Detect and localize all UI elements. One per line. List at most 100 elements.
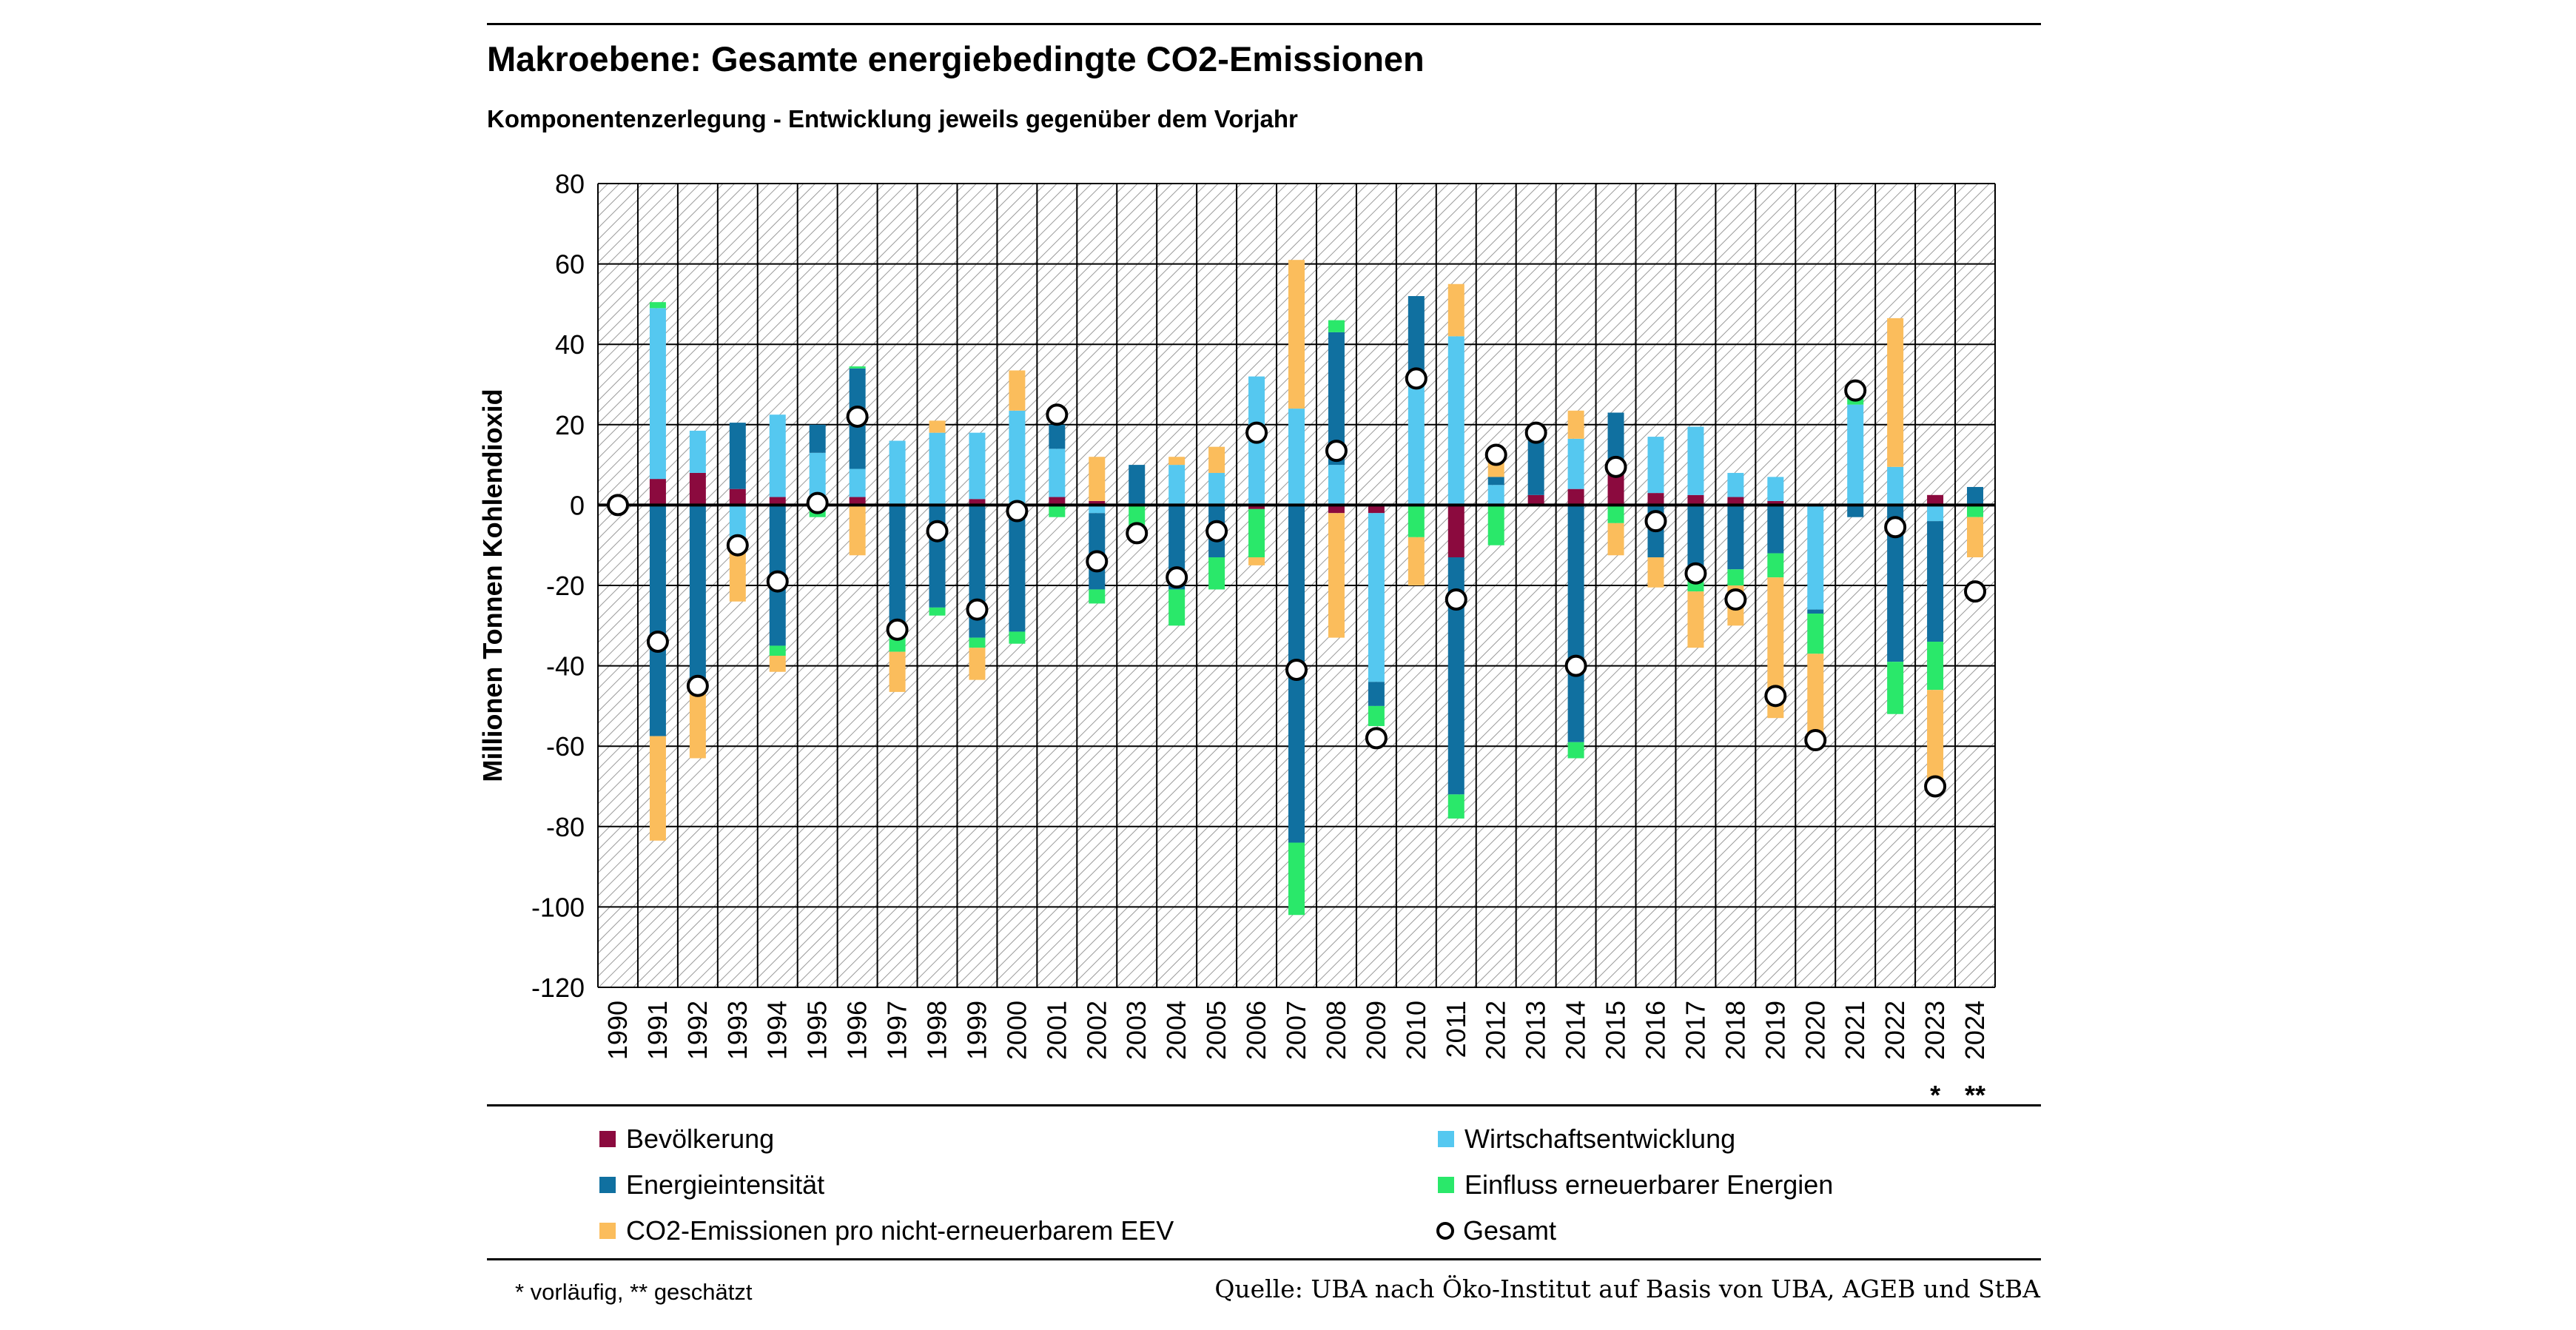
point-gesamt	[766, 570, 789, 593]
bar-erneuerbare	[1248, 508, 1265, 557]
bar-bevoelkerung	[969, 499, 986, 506]
bar-erneuerbare	[1567, 742, 1584, 759]
x-tick-label: 2006	[1241, 1001, 1271, 1060]
bar-wirtschaft	[1089, 505, 1106, 514]
bar-wirtschaft	[1767, 477, 1784, 501]
point-gesamt	[1405, 367, 1427, 390]
bar-bevoelkerung	[769, 497, 786, 506]
bar-co2_pro_eev	[1248, 557, 1265, 565]
chart-title: Makroebene: Gesamte energiebedingte CO2-…	[487, 39, 1425, 78]
legend-label-gesamt: Gesamt	[1463, 1215, 1557, 1246]
bar-bevoelkerung	[689, 472, 706, 506]
bar-erneuerbare	[1288, 842, 1305, 916]
bar-erneuerbare	[1408, 505, 1425, 537]
x-tick-label: 1999	[961, 1001, 992, 1060]
bar-energieintensitaet	[729, 423, 746, 489]
x-tick-label: 2020	[1800, 1001, 1830, 1060]
bar-erneuerbare	[1607, 505, 1624, 523]
point-gesamt	[1764, 685, 1787, 708]
bar-wirtschaft	[729, 505, 746, 537]
bar-wirtschaft	[809, 452, 826, 506]
bar-bevoelkerung	[1527, 494, 1544, 506]
bar-co2_pro_eev	[1767, 577, 1784, 719]
legend-top-rule	[487, 1104, 2041, 1106]
bar-erneuerbare	[1208, 557, 1225, 590]
bar-erneuerbare	[1368, 705, 1385, 727]
bar-energieintensitaet	[809, 424, 826, 453]
bar-erneuerbare	[1168, 589, 1186, 626]
y-tick-label: 80	[555, 169, 585, 199]
bar-wirtschaft	[1368, 513, 1385, 682]
bar-erneuerbare	[969, 637, 986, 648]
top-rule	[487, 23, 2041, 25]
bar-co2_pro_eev	[1687, 591, 1704, 648]
bar-erneuerbare	[1767, 553, 1784, 578]
bar-energieintensitaet	[1009, 505, 1026, 632]
x-tick-label: 1994	[762, 1001, 793, 1060]
bar-energieintensitaet	[1807, 609, 1824, 614]
legend-co2-pro-eev: CO2-Emissionen pro nicht-erneuerbarem EE…	[599, 1215, 1174, 1246]
bar-co2_pro_eev	[1447, 283, 1464, 337]
y-tick-label: 40	[555, 329, 585, 360]
bar-energieintensitaet	[1967, 486, 1984, 506]
x-tick-label: 2015	[1601, 1001, 1631, 1060]
bar-wirtschaft	[649, 308, 666, 480]
bar-erneuerbare	[1967, 505, 1984, 517]
bar-erneuerbare	[929, 607, 946, 616]
bar-wirtschaft	[1487, 485, 1504, 506]
bar-erneuerbare	[1328, 320, 1345, 332]
bar-bevoelkerung	[729, 488, 746, 506]
point-gesamt	[1844, 379, 1867, 402]
x-tick-label: 2019	[1760, 1001, 1790, 1060]
y-tick-label: 0	[570, 490, 585, 520]
bar-energieintensitaet	[1049, 424, 1066, 449]
bar-bevoelkerung	[1049, 497, 1066, 506]
x-tick-label: 1995	[802, 1001, 833, 1060]
bar-energieintensitaet	[1767, 505, 1784, 554]
point-gesamt	[1285, 659, 1308, 682]
point-gesamt	[846, 405, 869, 428]
y-tick-label: 20	[555, 410, 585, 440]
x-tick-label: 1998	[922, 1001, 952, 1060]
legend-bottom-rule	[487, 1258, 2041, 1260]
x-tick-label: 2012	[1481, 1001, 1511, 1060]
bar-erneuerbare	[769, 645, 786, 656]
x-tick-label: 2023	[1920, 1001, 1950, 1060]
legend-label-bevoelkerung: Bevölkerung	[626, 1124, 775, 1154]
point-gesamt	[1006, 500, 1029, 523]
bar-wirtschaft	[1168, 465, 1186, 506]
legend-label-co2-pro-eev: CO2-Emissionen pro nicht-erneuerbarem EE…	[626, 1215, 1174, 1246]
bar-energieintensitaet	[1408, 296, 1425, 385]
legend-erneuerbare: Einfluss erneuerbarer Energien	[1438, 1169, 1833, 1200]
bar-energieintensitaet	[1447, 557, 1464, 795]
x-tick-label: 2002	[1081, 1001, 1112, 1060]
point-gesamt	[926, 520, 949, 543]
point-gesamt	[1924, 775, 1947, 798]
bar-co2_pro_eev	[969, 648, 986, 680]
x-tick-label: 2007	[1281, 1001, 1311, 1060]
bar-co2_pro_eev	[1607, 523, 1624, 556]
bar-energieintensitaet	[649, 505, 666, 736]
bar-wirtschaft	[1807, 505, 1824, 610]
x-tick-label: 2005	[1201, 1001, 1231, 1060]
bar-energieintensitaet	[1527, 438, 1544, 495]
bar-bevoelkerung	[1727, 497, 1744, 506]
bar-erneuerbare	[1129, 505, 1146, 525]
x-tick-label: 1991	[642, 1001, 673, 1060]
bar-erneuerbare	[1447, 794, 1464, 819]
y-axis-label: Millionen Tonnen Kohlendioxid	[477, 389, 508, 782]
legend-swatch-co2-pro-eev	[599, 1223, 616, 1239]
legend-swatch-energieintensitaet	[599, 1177, 616, 1193]
bar-wirtschaft	[1567, 438, 1584, 489]
bar-energieintensitaet	[1368, 682, 1385, 706]
bar-energieintensitaet	[1328, 332, 1345, 466]
legend-swatch-erneuerbare	[1438, 1177, 1454, 1193]
bar-wirtschaft	[1009, 410, 1026, 506]
y-tick-label: -20	[546, 571, 585, 601]
legend-energieintensitaet: Energieintensität	[599, 1169, 824, 1200]
point-gesamt	[646, 631, 669, 654]
x-tick-label: 2009	[1361, 1001, 1391, 1060]
bar-erneuerbare	[849, 366, 866, 369]
point-gesamt	[1086, 550, 1109, 573]
bar-bevoelkerung	[1567, 488, 1584, 506]
